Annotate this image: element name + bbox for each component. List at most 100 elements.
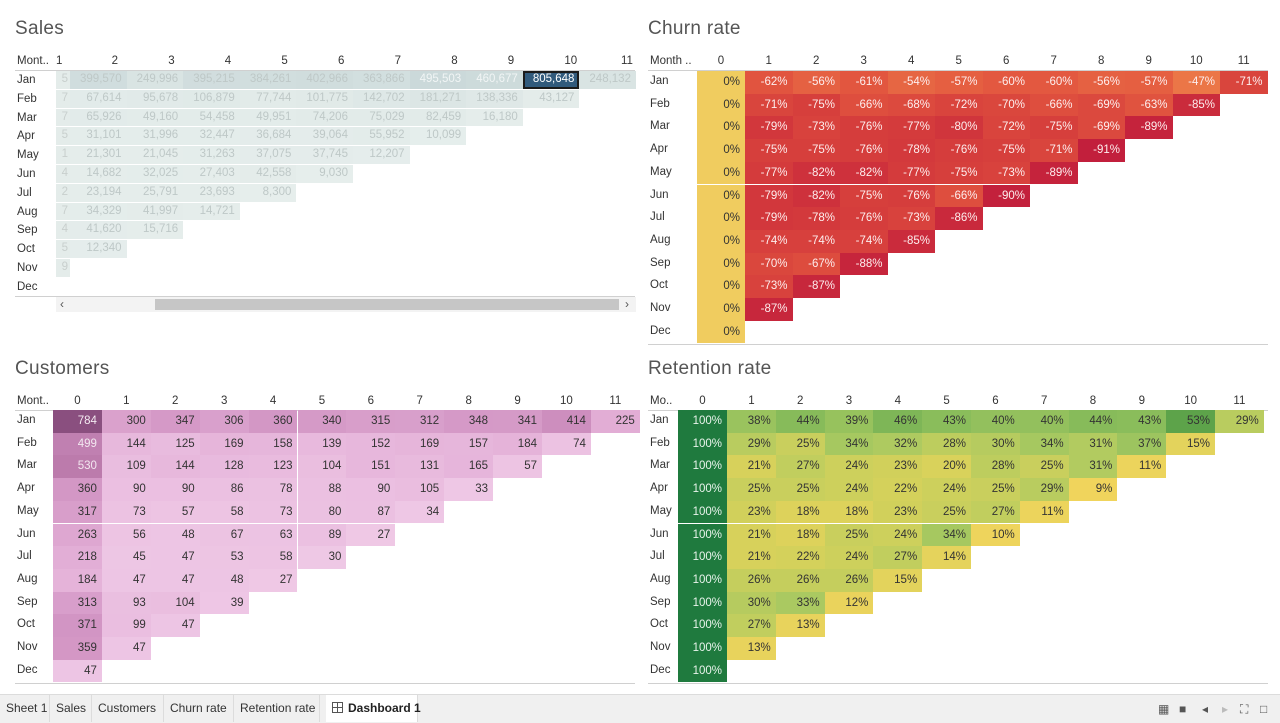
retention-col-header[interactable]: 2 bbox=[796, 395, 804, 407]
customers-cell[interactable]: 74 bbox=[542, 432, 591, 456]
retention-cell[interactable]: 31% bbox=[1068, 455, 1118, 479]
churn-cell[interactable]: -66% bbox=[1030, 93, 1078, 117]
retention-cell[interactable]: 25% bbox=[1019, 455, 1069, 479]
customers-cell[interactable]: 30 bbox=[297, 546, 347, 569]
retention-cell[interactable]: 30% bbox=[727, 591, 776, 615]
churn-cell[interactable]: -73% bbox=[745, 275, 793, 298]
sales-cell[interactable]: 42,558 bbox=[239, 165, 297, 183]
sales-cell[interactable]: 55,952 bbox=[353, 127, 410, 146]
churn-cell[interactable]: -69% bbox=[1077, 116, 1125, 140]
customers-col-header[interactable]: 0 bbox=[74, 395, 81, 407]
sales-cell[interactable]: 95,678 bbox=[126, 89, 184, 108]
customers-cell[interactable]: 78 bbox=[248, 478, 298, 501]
churn-cell[interactable]: 0% bbox=[697, 116, 745, 140]
churn-cell[interactable]: -71% bbox=[1220, 71, 1268, 94]
churn-cell[interactable]: -57% bbox=[935, 71, 983, 94]
churn-cell[interactable]: -77% bbox=[887, 116, 935, 140]
customers-cell[interactable]: 315 bbox=[346, 410, 396, 433]
sales-cell[interactable]: 54,458 bbox=[183, 108, 240, 127]
retention-cell[interactable]: 100% bbox=[678, 500, 727, 524]
retention-cell[interactable]: 100% bbox=[678, 614, 727, 637]
customers-cell[interactable]: 93 bbox=[101, 591, 151, 615]
churn-cell[interactable]: -69% bbox=[1077, 93, 1125, 117]
customers-cell[interactable]: 218 bbox=[53, 546, 102, 569]
customers-cell[interactable]: 784 bbox=[53, 410, 102, 433]
customers-cell[interactable]: 45 bbox=[101, 546, 151, 569]
sales-cell[interactable]: 75,029 bbox=[353, 108, 410, 127]
customers-cell[interactable]: 63 bbox=[248, 523, 298, 547]
sales-cell[interactable]: 34,329 bbox=[70, 202, 127, 221]
scroll-left-icon[interactable]: ‹ bbox=[60, 297, 64, 311]
churn-cell[interactable]: -47% bbox=[1172, 71, 1220, 94]
churn-cell[interactable]: -62% bbox=[745, 71, 793, 94]
churn-cell[interactable]: -77% bbox=[887, 161, 935, 185]
churn-col-header[interactable]: 6 bbox=[1003, 55, 1010, 67]
retention-col-header[interactable]: 9 bbox=[1138, 395, 1145, 407]
retention-cell[interactable]: 26% bbox=[824, 568, 874, 592]
retention-cell[interactable]: 100% bbox=[678, 568, 727, 592]
retention-cell[interactable]: 18% bbox=[824, 500, 874, 524]
customers-cell[interactable]: 73 bbox=[248, 500, 298, 524]
churn-cell[interactable]: -75% bbox=[982, 139, 1030, 162]
customers-cell[interactable]: 499 bbox=[53, 432, 102, 456]
customers-cell[interactable]: 360 bbox=[248, 410, 298, 433]
customers-cell[interactable]: 47 bbox=[150, 568, 200, 592]
churn-cell[interactable]: -71% bbox=[1030, 139, 1078, 162]
churn-cell[interactable]: -76% bbox=[887, 184, 935, 208]
sales-partial-cell[interactable]: 9 bbox=[56, 259, 70, 277]
customers-cell[interactable]: 144 bbox=[101, 432, 151, 456]
customers-cell[interactable]: 125 bbox=[150, 432, 200, 456]
customers-cell[interactable]: 317 bbox=[53, 500, 102, 524]
customers-cell[interactable]: 263 bbox=[53, 523, 102, 547]
sales-cell[interactable]: 106,879 bbox=[183, 89, 240, 108]
retention-cell[interactable]: 43% bbox=[1117, 410, 1167, 433]
retention-cell[interactable]: 100% bbox=[678, 478, 727, 501]
retention-cell[interactable]: 22% bbox=[873, 478, 923, 501]
sales-cell[interactable]: 101,775 bbox=[296, 89, 353, 108]
sales-cell[interactable]: 21,301 bbox=[70, 146, 127, 164]
retention-cell[interactable]: 22% bbox=[775, 546, 825, 569]
customers-cell[interactable]: 530 bbox=[53, 455, 102, 479]
retention-cell[interactable]: 25% bbox=[727, 478, 776, 501]
churn-col-header[interactable]: 3 bbox=[860, 55, 867, 67]
customers-col-header[interactable]: 4 bbox=[269, 395, 277, 407]
churn-cell[interactable]: -76% bbox=[935, 139, 983, 162]
churn-cell[interactable]: -57% bbox=[1125, 71, 1173, 94]
churn-cell[interactable]: 0% bbox=[697, 229, 745, 253]
customers-cell[interactable]: 165 bbox=[444, 455, 494, 479]
retention-cell[interactable]: 11% bbox=[1019, 500, 1069, 524]
churn-cell[interactable]: -63% bbox=[1125, 93, 1173, 117]
churn-cell[interactable]: -89% bbox=[1125, 116, 1173, 140]
fullscreen-icon[interactable]: ⛶ bbox=[1240, 702, 1249, 716]
sales-partial-cell[interactable]: 7 bbox=[56, 89, 70, 108]
churn-cell[interactable]: 0% bbox=[697, 320, 745, 344]
tab-churn-rate[interactable]: Churn rate bbox=[164, 695, 234, 722]
sales-cell[interactable]: 25,791 bbox=[126, 183, 184, 202]
customers-cell[interactable]: 90 bbox=[346, 478, 396, 501]
sales-cell[interactable]: 15,716 bbox=[126, 221, 184, 240]
sales-cell[interactable]: 37,075 bbox=[239, 146, 297, 164]
retention-cell[interactable]: 44% bbox=[775, 410, 825, 433]
sales-cell[interactable]: 399,570 bbox=[70, 71, 127, 89]
customers-cell[interactable]: 131 bbox=[395, 455, 445, 479]
sales-cell[interactable]: 31,101 bbox=[70, 127, 127, 146]
churn-col-header[interactable]: 8 bbox=[1098, 55, 1105, 67]
churn-cell[interactable]: -56% bbox=[792, 71, 840, 94]
retention-cell[interactable]: 28% bbox=[922, 432, 971, 456]
sales-cell[interactable]: 21,045 bbox=[126, 146, 184, 164]
churn-cell[interactable]: -85% bbox=[1172, 93, 1220, 117]
retention-cell[interactable]: 18% bbox=[775, 523, 825, 547]
customers-cell[interactable]: 48 bbox=[150, 523, 200, 547]
sales-cell[interactable]: 10,099 bbox=[409, 127, 467, 146]
churn-cell[interactable]: -78% bbox=[887, 139, 935, 162]
churn-corner-header[interactable]: Month .. bbox=[650, 55, 692, 67]
sales-cell[interactable]: 77,744 bbox=[239, 89, 297, 108]
customers-cell[interactable]: 151 bbox=[346, 455, 396, 479]
churn-cell[interactable]: -79% bbox=[745, 184, 793, 208]
tab-dashboard-1[interactable]: Dashboard 1 bbox=[326, 695, 421, 722]
next-icon[interactable]: ▸ bbox=[1222, 702, 1229, 716]
customers-cell[interactable]: 48 bbox=[199, 568, 249, 592]
churn-cell[interactable]: -66% bbox=[840, 93, 888, 117]
churn-cell[interactable]: -87% bbox=[745, 298, 793, 321]
sales-cell[interactable]: 23,693 bbox=[183, 183, 240, 202]
